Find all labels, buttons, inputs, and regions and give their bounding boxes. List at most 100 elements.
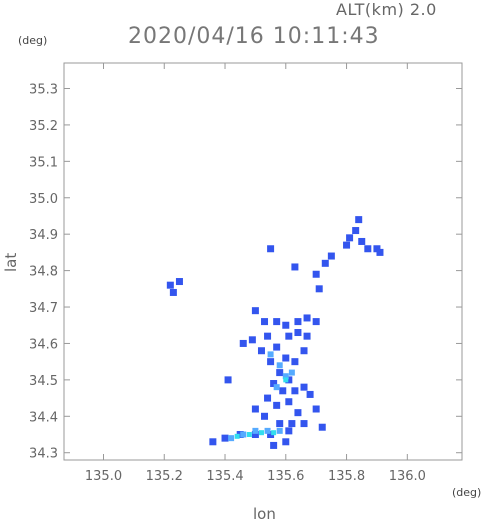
echo-point — [169, 288, 177, 296]
echo-point-peak — [271, 430, 277, 436]
echo-point — [352, 227, 360, 235]
x-tick-label: 135.4 — [206, 469, 243, 484]
echo-point-strong — [228, 435, 235, 442]
echo-point — [221, 434, 229, 442]
radar-echoes — [166, 216, 384, 449]
y-tick-label: 35.2 — [29, 119, 58, 134]
echo-point — [166, 281, 174, 289]
y-ticks: 34.3 34.4 34.5 34.6 34.7 34.8 34.9 35.0 35.1 35.2… — [29, 82, 462, 462]
echo-point-strong — [276, 427, 283, 434]
y-axis-unit: (deg) — [18, 34, 48, 47]
echo-point — [285, 398, 293, 406]
echo-point-strong — [276, 362, 283, 369]
echo-point — [175, 278, 183, 286]
echo-point — [285, 332, 293, 340]
echo-point — [224, 376, 232, 384]
y-tick-label: 34.6 — [29, 337, 58, 352]
x-tick-label: 135.2 — [146, 469, 183, 484]
echo-point-peak — [283, 377, 289, 383]
echo-point-peak — [234, 433, 240, 439]
echo-point — [209, 438, 217, 446]
echo-point — [355, 216, 363, 224]
echo-point — [261, 412, 269, 420]
x-axis-title: lon — [253, 505, 276, 523]
echo-point — [251, 307, 259, 315]
echo-point — [264, 394, 272, 402]
echo-point — [315, 285, 323, 293]
echo-point — [364, 245, 372, 253]
echo-point — [261, 318, 269, 326]
echo-point — [376, 248, 384, 256]
echo-point — [318, 423, 326, 431]
echo-point — [343, 241, 351, 249]
echo-point — [358, 237, 366, 245]
echo-point — [273, 401, 281, 409]
timestamp-title: 2020/04/16 10:11:43 — [128, 24, 380, 49]
echo-point — [294, 318, 302, 326]
echo-point-strong — [267, 351, 274, 358]
echo-point — [257, 347, 265, 355]
echo-point-strong — [252, 427, 259, 434]
echo-point — [267, 245, 275, 253]
echo-point — [282, 354, 290, 362]
x-tick-label: 135.0 — [85, 469, 122, 484]
y-tick-label: 34.4 — [29, 410, 58, 425]
x-axis-unit: (deg) — [452, 486, 482, 499]
y-tick-label: 34.9 — [29, 228, 58, 243]
echo-point — [248, 336, 256, 344]
echo-point — [303, 332, 311, 340]
echo-point — [267, 431, 275, 439]
echo-point — [239, 339, 247, 347]
echo-point — [373, 245, 381, 253]
echo-point — [294, 409, 302, 417]
echo-point — [291, 358, 299, 366]
echo-point — [312, 405, 320, 413]
x-tick-label: 135.6 — [267, 469, 304, 484]
y-tick-label: 34.3 — [29, 447, 58, 462]
echo-point — [282, 438, 290, 446]
y-tick-label: 35.3 — [29, 82, 58, 97]
echo-point — [279, 387, 287, 395]
plot-frame — [63, 62, 463, 461]
y-tick-label: 35.0 — [29, 192, 58, 207]
altitude-label: ALT(km) 2.0 — [336, 0, 437, 19]
echo-point — [273, 343, 281, 351]
echo-point — [291, 263, 299, 271]
echo-point — [288, 420, 296, 428]
echo-point — [236, 431, 244, 439]
echo-point — [264, 332, 272, 340]
x-ticks: 135.0 135.2 135.4 135.6 135.8 136.0 — [85, 63, 426, 484]
echo-point — [321, 259, 329, 267]
echo-point — [303, 314, 311, 322]
echo-point — [291, 387, 299, 395]
echo-point — [300, 383, 308, 391]
echo-point — [327, 252, 335, 260]
echo-point — [251, 431, 259, 439]
echo-point — [294, 329, 302, 337]
echo-point-peak — [258, 430, 264, 436]
echo-point — [270, 380, 278, 388]
echo-point — [285, 427, 293, 435]
echo-point — [300, 420, 308, 428]
echo-point — [267, 358, 275, 366]
echo-point — [273, 318, 281, 326]
echo-point-strong — [240, 431, 247, 438]
echo-point-strong — [273, 384, 280, 391]
echo-point — [276, 369, 284, 377]
echo-point — [251, 405, 259, 413]
x-tick-label: 136.0 — [389, 469, 426, 484]
echo-point — [346, 234, 354, 242]
y-tick-label: 34.7 — [29, 301, 58, 316]
x-tick-label: 135.8 — [328, 469, 365, 484]
y-tick-label: 34.8 — [29, 265, 58, 280]
echo-point — [282, 321, 290, 329]
echo-point — [312, 318, 320, 326]
y-tick-label: 35.1 — [29, 155, 58, 170]
y-tick-label: 34.5 — [29, 374, 58, 389]
echo-point-strong — [288, 369, 295, 376]
echo-point-strong — [282, 373, 289, 380]
echo-point — [300, 347, 308, 355]
echo-point — [312, 270, 320, 278]
echo-point — [306, 390, 314, 398]
